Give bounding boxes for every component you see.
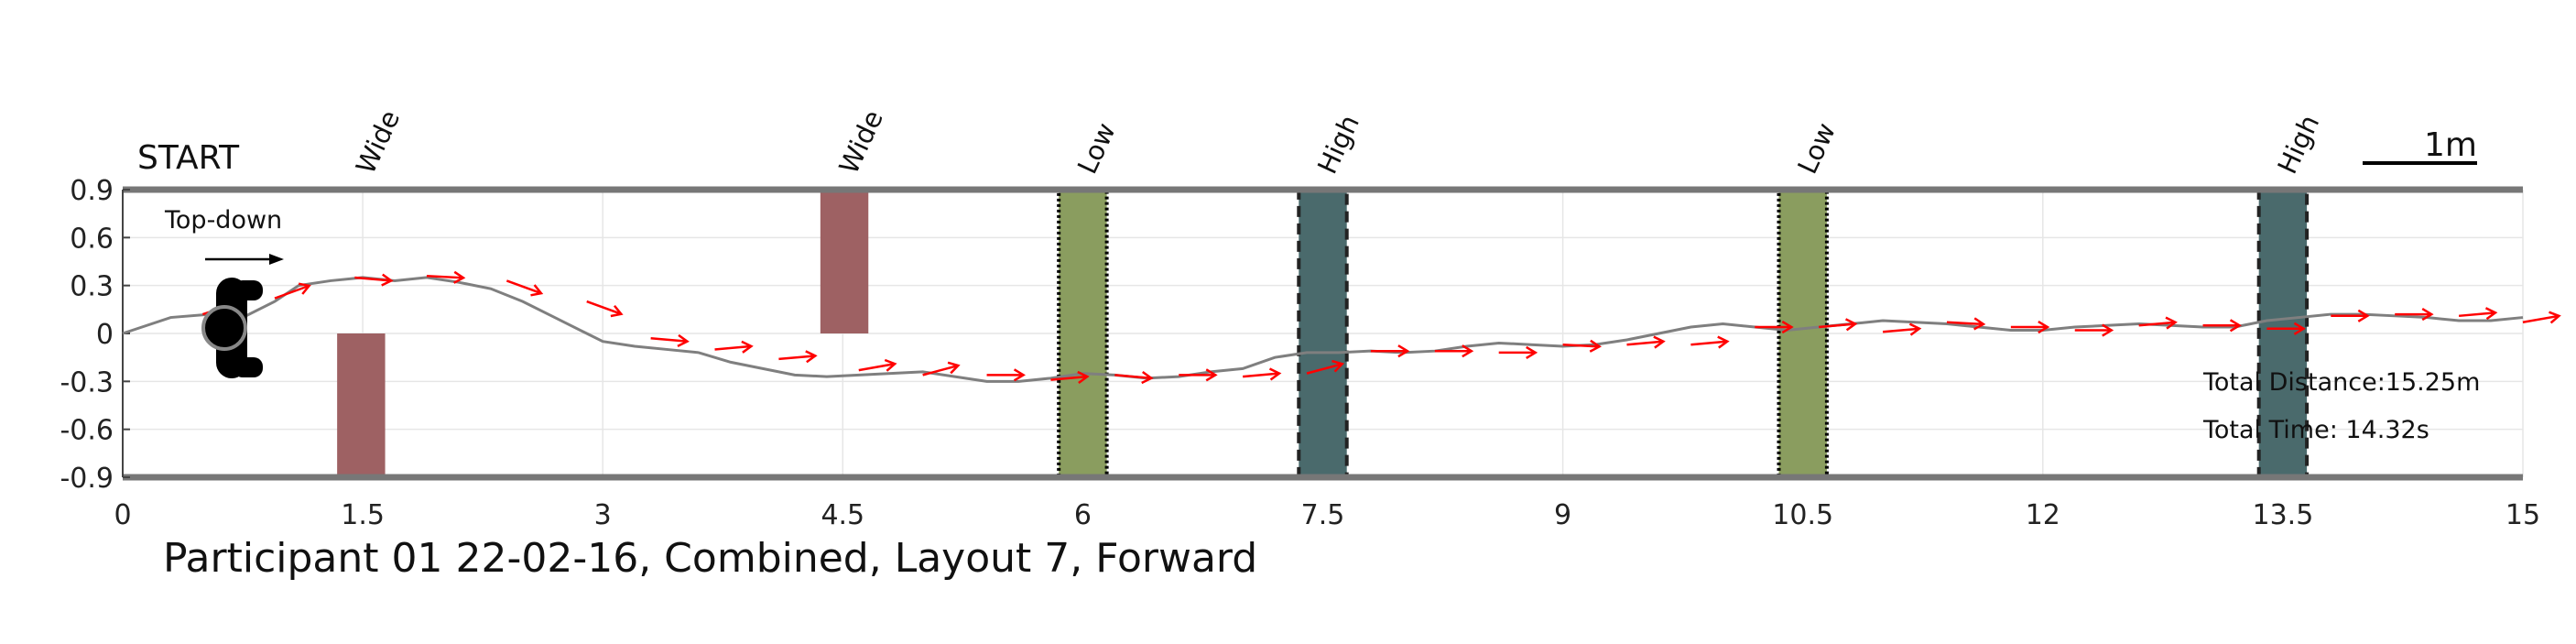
x-tick-label: 9 xyxy=(1554,499,1571,531)
heading-arrow xyxy=(714,340,754,354)
scale-bar: 1m xyxy=(2363,126,2477,165)
chart-title: Participant 01 22-02-16, Combined, Layou… xyxy=(163,535,1257,582)
obstacle-wide xyxy=(820,190,869,333)
y-tick-label: 0.6 xyxy=(70,223,114,255)
start-label: START xyxy=(137,139,240,177)
direction-arrow-icon xyxy=(205,254,284,265)
heading-arrow xyxy=(2010,320,2050,334)
obstacle-label: High xyxy=(2271,110,2325,179)
heading-arrow xyxy=(778,350,818,364)
heading-arrow xyxy=(426,270,466,284)
heading-arrow xyxy=(2395,307,2434,322)
heading-arrow xyxy=(2074,323,2114,337)
heading-arrow xyxy=(1755,320,1794,334)
y-tick-label: -0.9 xyxy=(60,463,114,495)
view-label: Top-down xyxy=(164,206,282,235)
heading-arrow xyxy=(1882,322,1922,336)
heading-arrow xyxy=(922,361,961,377)
heading-arrow xyxy=(1946,317,1986,331)
heading-arrow xyxy=(1626,335,1666,349)
x-tick-label: 7.5 xyxy=(1301,499,1345,531)
heading-arrow xyxy=(1434,344,1474,358)
obstacle-label: Low xyxy=(1791,118,1842,179)
obstacle-label: Wide xyxy=(833,105,889,179)
heading-arrow xyxy=(1306,359,1345,375)
heading-arrow xyxy=(2138,316,2178,330)
obstacle-high xyxy=(1297,188,1349,479)
heading-arrow xyxy=(1050,370,1090,384)
heading-arrow xyxy=(1179,368,1218,382)
trajectory-path xyxy=(122,276,2524,383)
x-tick-labels: 0 1.5 3 4.5 6 7.5 9 10.5 12 13.5 15 xyxy=(114,499,2540,531)
x-tick-label: 13.5 xyxy=(2253,499,2314,531)
heading-arrow xyxy=(1562,339,1602,353)
x-tick-label: 1.5 xyxy=(341,499,385,531)
heading-arrow xyxy=(586,300,624,318)
y-tick-label: 0.3 xyxy=(70,271,114,303)
heading-arrow xyxy=(986,368,1026,382)
x-tick-label: 6 xyxy=(1074,499,1092,531)
heading-arrow xyxy=(2266,322,2306,335)
y-tick-label: 0.9 xyxy=(70,175,114,207)
heading-arrow xyxy=(650,333,690,347)
total-distance-label: Total Distance:15.25m xyxy=(2202,368,2480,397)
heading-arrows xyxy=(201,270,2561,385)
x-tick-label: 0 xyxy=(114,499,131,531)
heading-arrow xyxy=(858,358,897,372)
heading-arrow xyxy=(1243,367,1282,381)
scale-label: 1m xyxy=(2424,126,2477,164)
heading-arrow xyxy=(274,282,311,300)
obstacle-label: Wide xyxy=(350,105,406,179)
x-tick-label: 3 xyxy=(594,499,612,531)
x-tick-label: 12 xyxy=(2026,499,2060,531)
heading-arrow xyxy=(1114,370,1154,385)
y-tick-label: 0 xyxy=(96,319,114,351)
heading-arrow xyxy=(2458,307,2498,321)
y-tick-label: -0.3 xyxy=(60,366,114,398)
heading-arrow xyxy=(505,279,544,297)
x-tick-label: 15 xyxy=(2505,499,2540,531)
wheelchair-icon xyxy=(201,278,263,378)
heading-arrow xyxy=(2202,319,2242,333)
obstacle-label: High xyxy=(1311,110,1365,179)
heading-arrow xyxy=(1690,335,1730,349)
obstacle-label: Low xyxy=(1071,118,1122,179)
heading-arrow xyxy=(1819,318,1858,332)
obstacle-wide xyxy=(337,333,386,477)
heading-arrow xyxy=(2331,309,2370,322)
total-time-label: Total Time: 14.32s xyxy=(2202,416,2429,444)
heading-arrow xyxy=(1370,344,1410,358)
x-tick-label: 10.5 xyxy=(1772,499,1833,531)
heading-arrow xyxy=(1498,345,1538,360)
x-tick-label: 4.5 xyxy=(821,499,864,531)
trajectory-line xyxy=(122,276,2524,383)
heading-arrow xyxy=(2522,311,2561,324)
y-tick-labels: 0.9 0.6 0.3 0 -0.3 -0.6 -0.9 xyxy=(60,175,130,495)
heading-arrow xyxy=(354,273,394,287)
y-tick-label: -0.6 xyxy=(60,415,114,447)
obstacle-low xyxy=(1777,188,1829,479)
obstacle-low xyxy=(1057,188,1109,479)
obstacles: Wide Wide Low High Low High xyxy=(337,105,2325,479)
